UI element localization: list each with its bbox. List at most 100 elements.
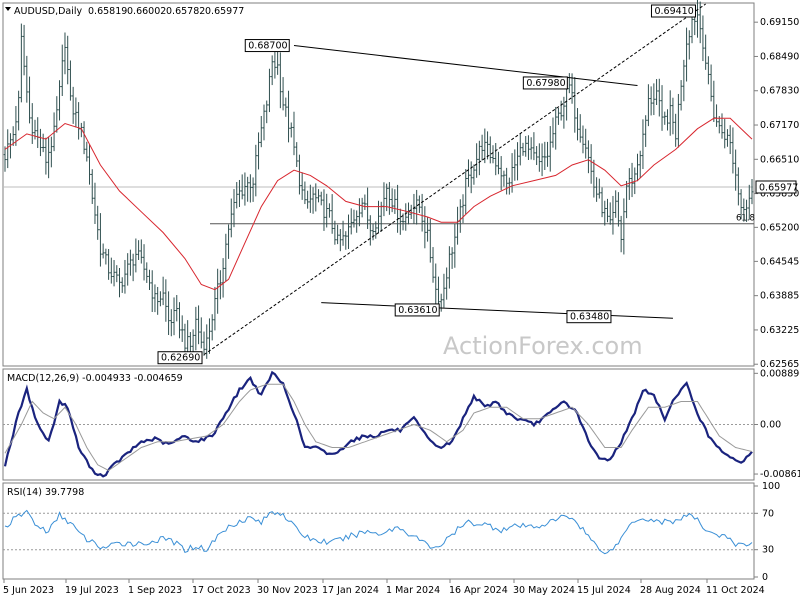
price-tick-label: 0.67830	[760, 86, 799, 97]
ohlc-bar	[548, 126, 552, 172]
ohlc-bar	[658, 78, 661, 117]
ohlc-bar	[516, 142, 519, 181]
ohlc-bar	[499, 156, 503, 191]
time-tick-label: 17 Jan 2024	[322, 585, 379, 596]
price-annotations: 0.68700 0.67980 0.69410 0.62690 0.63610 0.634…	[157, 4, 696, 365]
ohlc-bar	[685, 27, 688, 82]
trendline	[321, 302, 673, 319]
ohlc-bar	[110, 257, 113, 284]
price-annotation: 0.63610	[394, 303, 440, 317]
ohlc-bar	[641, 119, 645, 170]
time-tick-label: 15 Jul 2024	[577, 585, 631, 596]
price-annotation-label: 0.67980	[526, 78, 565, 89]
ohlc-bar	[726, 129, 729, 147]
ohlc-bar	[66, 35, 70, 85]
ohlc-bar	[488, 136, 492, 164]
ohlc-bar	[303, 181, 307, 205]
ohlc-bar	[739, 189, 743, 220]
ohlc-bar	[129, 249, 132, 276]
ohlc-bar	[660, 85, 664, 131]
ohlc-bar	[578, 114, 582, 143]
ohlc-bar	[393, 189, 397, 214]
price-annotation-box	[650, 4, 696, 18]
ohlc-bar	[341, 220, 345, 246]
ohlc-bar	[647, 84, 650, 127]
ohlc-bar	[115, 265, 119, 283]
ohlc-bar	[276, 49, 279, 75]
ohlc-bar	[472, 164, 476, 185]
ohlc-bar	[360, 197, 364, 218]
ohlc-bar	[668, 90, 672, 136]
ohlc-bar	[622, 198, 626, 255]
macd-tick-label: 0.00	[760, 420, 781, 431]
ohlc-bar	[319, 191, 323, 206]
ohlc-bar	[717, 116, 721, 134]
ohlc-bar	[232, 189, 236, 228]
ohlc-bar	[11, 126, 15, 146]
ohlc-bar	[287, 90, 290, 143]
ohlc-bar	[407, 202, 410, 225]
ohlc-bar	[295, 142, 299, 167]
price-annotation-box	[566, 310, 612, 324]
ohlc-bar	[44, 137, 48, 175]
rsi-line-path	[4, 509, 753, 555]
trendline	[293, 45, 638, 87]
ohlc-bar	[486, 131, 489, 160]
ohlc-bar	[475, 143, 478, 178]
ohlc-bar	[696, 0, 699, 38]
ohlc-bar	[88, 144, 91, 185]
ohlc-bar	[677, 93, 680, 148]
ohlc-bar	[134, 238, 138, 273]
ohlc-bar	[93, 182, 97, 224]
ohlc-bar	[69, 60, 72, 101]
ohlc-low: 0.65782	[166, 6, 205, 17]
ohlc-bar	[14, 106, 18, 146]
ohlc-bar	[445, 267, 448, 300]
price-annotation: 0.62690	[157, 351, 203, 365]
ohlc-bar	[540, 143, 544, 177]
ohlc-bar	[30, 103, 34, 144]
ohlc-bar	[423, 206, 427, 249]
ohlc-bar	[153, 284, 157, 313]
ohlc-bar	[358, 198, 361, 227]
ohlc-bar	[175, 295, 179, 322]
ohlc-bar	[161, 276, 165, 306]
ohlc-bar	[156, 286, 159, 315]
moving-average-line	[4, 117, 753, 291]
ohlc-bar	[85, 141, 89, 162]
ohlc-bar	[47, 137, 50, 179]
ohlc-bar	[439, 293, 443, 312]
price-annotation-label: 0.69410	[654, 6, 693, 17]
ohlc-bar	[22, 24, 26, 76]
price-annotation-label: 0.63480	[570, 312, 609, 323]
rsi-tick-label: 70	[762, 508, 774, 519]
price-tick-label: 0.68490	[760, 51, 799, 62]
ohlc-bar	[336, 224, 339, 245]
ohlc-bar	[194, 306, 198, 351]
ohlc-bar	[428, 218, 432, 263]
price-tick-label: 0.67170	[760, 120, 799, 131]
time-axis: 5 Jun 2023 19 Jul 2023 1 Sep 2023 17 Oct 20…	[3, 579, 765, 596]
ohlc-bar	[709, 64, 713, 102]
symbol-label: AUDUSD,Daily	[14, 6, 83, 17]
ohlc-bar	[737, 167, 740, 206]
ohlc-bar	[254, 144, 258, 197]
ohlc-bar	[587, 140, 590, 174]
price-panel-frame	[2, 2, 755, 367]
macd-lines	[3, 370, 753, 478]
ohlc-bar	[557, 107, 560, 125]
ohlc-bar	[309, 184, 312, 213]
ohlc-bar	[554, 106, 558, 150]
collapse-arrow-icon[interactable]	[5, 7, 11, 11]
ohlc-bar	[28, 76, 31, 124]
ohlc-bar	[704, 34, 707, 70]
ohlc-bar	[543, 141, 547, 171]
ohlc-bar	[374, 221, 378, 239]
last-price-label: 0.65977	[759, 182, 798, 193]
ohlc-bar	[712, 80, 716, 122]
ohlc-bar	[221, 258, 225, 298]
ohlc-bar	[366, 187, 369, 229]
ohlc-bar	[284, 97, 288, 117]
ohlc-bar	[58, 80, 61, 121]
